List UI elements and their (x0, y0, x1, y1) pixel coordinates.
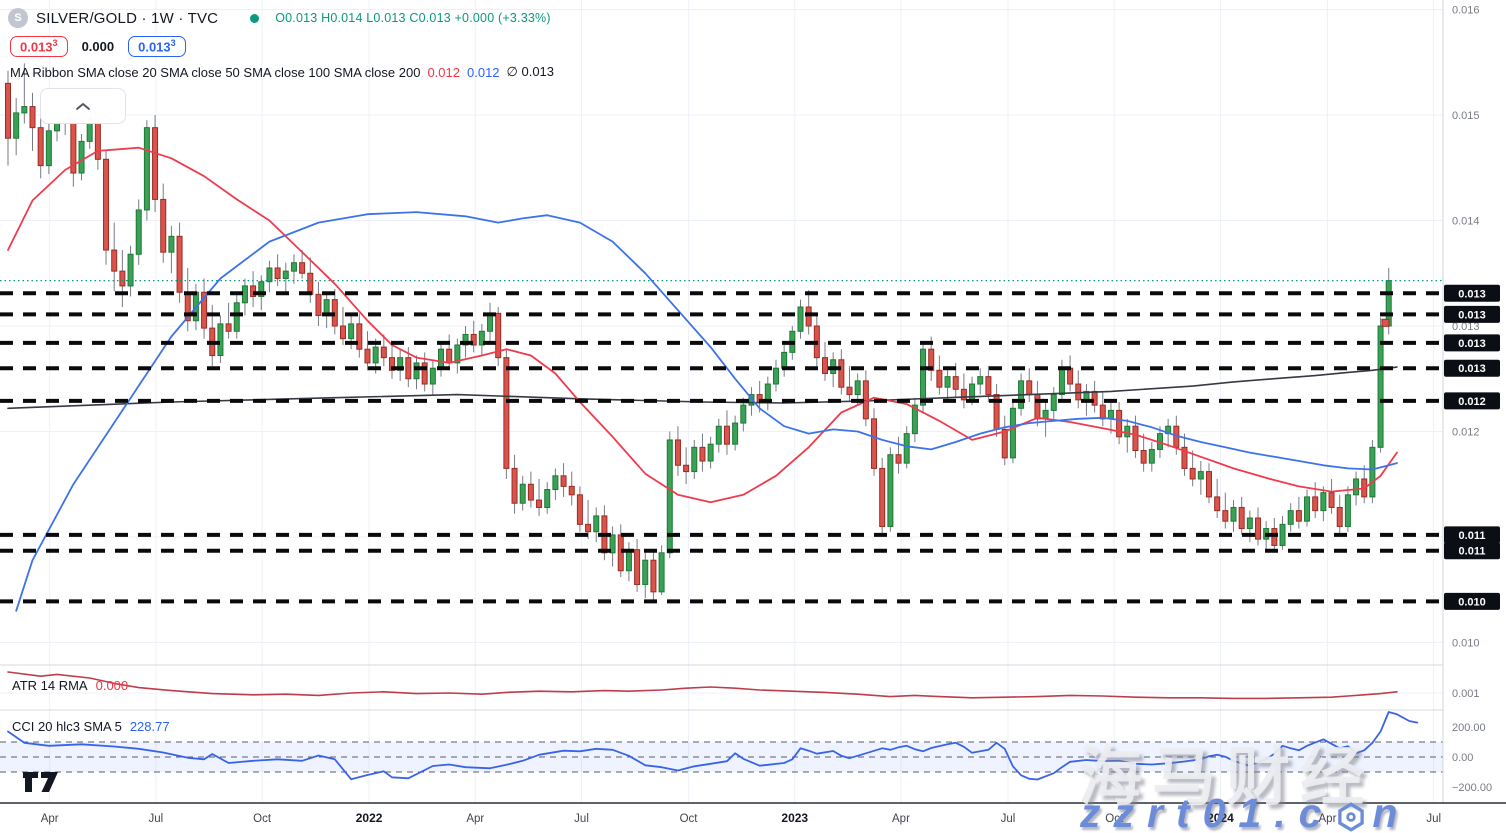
svg-text:Apr: Apr (41, 813, 59, 825)
svg-text:0.013: 0.013 (1452, 321, 1480, 333)
svg-text:Oct: Oct (1105, 813, 1124, 825)
tradingview-logo-icon (23, 772, 58, 792)
low-price-tag: 0.0133 (10, 36, 68, 58)
high-price-tag-sup: 3 (170, 38, 176, 48)
watermark-site-prefix: zzrt01.c (1080, 790, 1335, 833)
svg-text:Jul: Jul (1426, 813, 1441, 825)
svg-text:0.012: 0.012 (1458, 396, 1486, 408)
high-price-tag: 0.0133 (128, 36, 186, 58)
svg-text:0.013: 0.013 (1458, 288, 1486, 300)
cci-legend: CCI 20 hlc3 SMA 5 228.77 (12, 719, 170, 734)
svg-text:200.00: 200.00 (1452, 722, 1486, 734)
svg-text:2022: 2022 (356, 811, 383, 825)
symbol-avatar: S (8, 8, 28, 28)
legend-collapse-button[interactable] (40, 88, 126, 124)
svg-text:Jul: Jul (574, 813, 589, 825)
cci-value: 228.77 (129, 719, 170, 734)
svg-text:Jul: Jul (149, 813, 164, 825)
atr-legend: ATR 14 RMA 0.000 (12, 678, 128, 693)
atr-label[interactable]: ATR 14 RMA (12, 678, 88, 693)
atr-line (7, 671, 1398, 700)
svg-text:0.013: 0.013 (1458, 309, 1486, 321)
svg-text:Apr: Apr (1319, 813, 1337, 825)
price-labels-row: 0.0133 0.000 0.0133 (10, 36, 186, 58)
cci-band (0, 741, 1443, 773)
sma20-line (7, 146, 1398, 504)
cci-label[interactable]: CCI 20 hlc3 SMA 5 (12, 719, 122, 734)
spread-value: 0.000 (81, 39, 115, 55)
svg-text:0.013: 0.013 (1458, 338, 1486, 350)
svg-text:Apr: Apr (892, 813, 910, 825)
ma-value-20: 0.012 (427, 64, 460, 80)
atr-value: 0.000 (95, 678, 129, 693)
svg-text:0.010: 0.010 (1452, 638, 1480, 650)
svg-text:−200.00: −200.00 (1452, 782, 1492, 794)
svg-text:0.011: 0.011 (1459, 530, 1486, 542)
watermark-site-suffix: n (1372, 790, 1411, 833)
svg-text:0.001: 0.001 (1452, 688, 1480, 700)
symbol-title[interactable]: SILVER/GOLD · 1W · TVC (36, 9, 219, 27)
svg-text:0.013: 0.013 (1458, 363, 1486, 375)
svg-text:0.014: 0.014 (1452, 216, 1480, 228)
svg-text:Oct: Oct (680, 813, 699, 825)
low-price-tag-sup: 3 (52, 38, 58, 48)
cci-line (7, 711, 1419, 781)
watermark-site: zzrt01.c n (1080, 790, 1410, 833)
svg-text:2023: 2023 (781, 811, 808, 825)
watermark-hexagon-icon (1338, 801, 1365, 832)
chevron-up-icon (76, 102, 90, 110)
ma-value-200: ∅ 0.013 (506, 64, 555, 79)
svg-text:2024: 2024 (1207, 811, 1234, 825)
tradingview-logo[interactable] (22, 768, 60, 799)
sma50-line (15, 211, 1398, 612)
svg-text:0.016: 0.016 (1452, 5, 1480, 17)
ma-ribbon-legend: MA Ribbon SMA close 20 SMA close 50 SMA … (10, 64, 554, 80)
symbol-legend: S SILVER/GOLD · 1W · TVC O0.013 H0.014 L… (8, 8, 551, 28)
svg-text:Apr: Apr (466, 813, 484, 825)
svg-text:Oct: Oct (253, 813, 272, 825)
svg-text:0.015: 0.015 (1452, 110, 1480, 122)
price-pane[interactable] (0, 63, 1443, 781)
red-square-marker[interactable] (1381, 318, 1390, 327)
svg-text:Jul: Jul (1001, 813, 1016, 825)
watermark-cjk: 海马财经 (1078, 741, 1374, 813)
sma200-line (7, 366, 1398, 410)
ohlc-values: O0.013 H0.014 L0.013 C0.013 +0.000 (+3.3… (275, 11, 551, 25)
price-axis[interactable]: 0.016 0.015 0.014 0.013 0.012 0.011 0.010 0.001… (1442, 0, 1506, 833)
svg-text:0.012: 0.012 (1452, 427, 1480, 439)
horizontal-level-lines[interactable] (0, 291, 1443, 604)
market-status-icon (250, 13, 260, 23)
ma-ribbon-label[interactable]: MA Ribbon SMA close 20 SMA close 50 SMA … (10, 64, 421, 80)
svg-text:0.00: 0.00 (1452, 752, 1473, 764)
svg-text:0.011: 0.011 (1459, 546, 1486, 558)
time-axis[interactable]: Apr Jul Oct 2022 Apr Jul Oct 2023 Apr Jul Oct 2024 A… (0, 802, 1506, 833)
candlesticks (5, 63, 1392, 601)
ma-value-50: 0.012 (467, 64, 500, 80)
svg-text:0.010: 0.010 (1458, 596, 1486, 608)
